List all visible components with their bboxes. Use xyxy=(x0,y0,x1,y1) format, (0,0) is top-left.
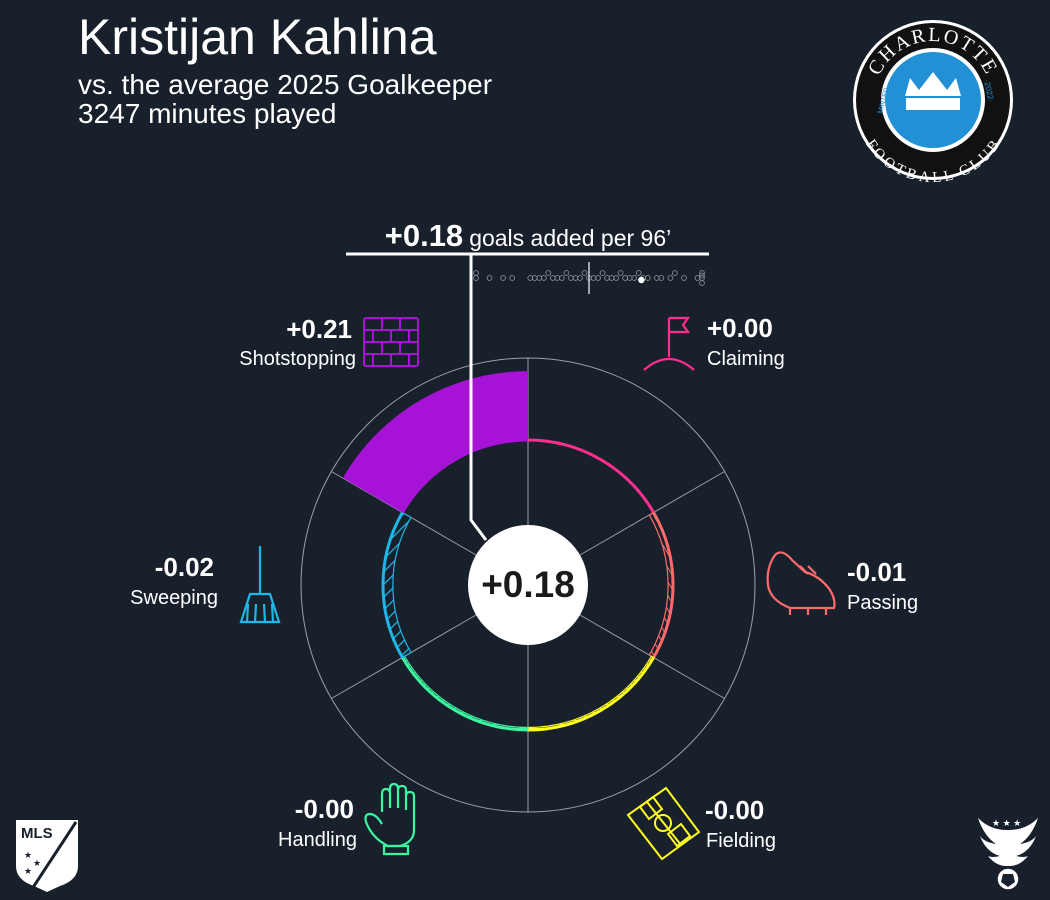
distribution-swarm xyxy=(473,262,705,294)
distribution-point xyxy=(635,270,642,276)
distribution-point xyxy=(473,275,479,281)
passing-value: -0.01 xyxy=(847,557,906,587)
center-value: +0.18 xyxy=(481,564,575,605)
distribution-point xyxy=(509,275,516,281)
distribution-point xyxy=(486,275,493,281)
minutes-text: 3247 minutes played xyxy=(78,98,337,129)
segment-passing xyxy=(648,511,674,659)
mls-logo: MLS ★ ★ ★ xyxy=(16,820,78,893)
fielding-value: -0.00 xyxy=(705,795,764,825)
segment-claiming xyxy=(528,440,654,513)
distribution-point xyxy=(595,275,601,281)
svg-text:★ ★ ★: ★ ★ ★ xyxy=(992,818,1021,828)
total-unit: goals added per 96’ xyxy=(469,225,671,251)
distribution-point xyxy=(667,275,674,281)
handling-name: Handling xyxy=(278,829,357,851)
total-label: +0.18 goals added per 96’ xyxy=(385,218,672,253)
segment-fielding xyxy=(527,655,655,731)
distribution-point xyxy=(613,275,619,281)
baseline-fielding xyxy=(527,656,655,732)
distribution-point xyxy=(500,275,506,281)
distribution-point xyxy=(577,275,583,281)
segment-handling xyxy=(401,655,529,731)
svg-text:★: ★ xyxy=(24,850,32,860)
segments-layer xyxy=(342,371,675,732)
distribution-point xyxy=(545,270,552,276)
distribution-point xyxy=(599,270,606,276)
glove-icon xyxy=(364,782,416,856)
distribution-point xyxy=(631,275,638,281)
shotstopping-value: +0.21 xyxy=(286,314,352,344)
distribution-point xyxy=(559,275,565,281)
label-handling: -0.00 Handling xyxy=(278,794,357,851)
handling-value: -0.00 xyxy=(295,794,354,824)
label-sweeping: -0.02 Sweeping xyxy=(130,552,218,609)
brick-wall-icon xyxy=(363,317,419,367)
subtitle: vs. the average 2025 Goalkeeper 3247 min… xyxy=(78,70,492,128)
baseline-passing xyxy=(652,511,675,659)
claiming-value: +0.00 xyxy=(707,313,773,343)
charlotte-fc-crest: CHARLOTTE FOOTBALL CLUB MINTED ·2022· xyxy=(853,20,1013,186)
comparison-text: vs. the average 2025 Goalkeeper xyxy=(78,69,493,100)
label-shotstopping: +0.21 Shotstopping xyxy=(239,314,356,370)
baseline-claiming xyxy=(527,438,655,514)
shotstopping-name: Shotstopping xyxy=(239,348,356,370)
distribution-point xyxy=(617,270,624,276)
broom-icon xyxy=(239,546,281,624)
label-claiming: +0.00 Claiming xyxy=(707,313,785,370)
distribution-point xyxy=(699,280,705,286)
distribution-point xyxy=(644,275,651,281)
sweeping-value: -0.02 xyxy=(155,552,214,582)
distribution-point xyxy=(699,270,705,276)
connector-line xyxy=(469,254,488,541)
mls-text: MLS xyxy=(21,825,53,842)
baseline-sweeping xyxy=(381,511,404,659)
distribution-point xyxy=(473,270,479,276)
fielding-name: Fielding xyxy=(706,830,776,852)
distribution-point xyxy=(658,275,665,281)
label-fielding: -0.00 Fielding xyxy=(705,795,776,852)
baseline-shotstopping xyxy=(401,438,529,514)
svg-text:★: ★ xyxy=(24,866,32,876)
sweeping-name: Sweeping xyxy=(130,587,218,609)
distribution-point xyxy=(540,275,547,281)
eagle-logo: ★ ★ ★ xyxy=(978,818,1038,891)
passing-name: Passing xyxy=(847,592,918,614)
distribution-point xyxy=(672,270,678,276)
boot-icon xyxy=(766,551,836,615)
distribution-point xyxy=(581,270,588,276)
segment-sweeping xyxy=(382,511,412,659)
svg-text:★: ★ xyxy=(33,858,41,868)
flag-icon xyxy=(643,316,695,371)
pitch-icon xyxy=(626,786,701,861)
distribution-point xyxy=(563,270,570,276)
baseline-handling xyxy=(401,656,529,732)
distribution-point xyxy=(681,275,687,281)
total-header: +0.18 goals added per 96’ xyxy=(346,218,709,541)
page-title: Kristijan Kahlina xyxy=(78,9,437,65)
distribution-point xyxy=(699,272,705,279)
player-point xyxy=(638,276,645,284)
total-value: +0.18 xyxy=(385,218,463,253)
label-passing: -0.01 Passing xyxy=(847,557,918,614)
center-circle xyxy=(468,525,588,645)
claiming-name: Claiming xyxy=(707,348,785,370)
segment-shotstopping xyxy=(342,371,528,513)
